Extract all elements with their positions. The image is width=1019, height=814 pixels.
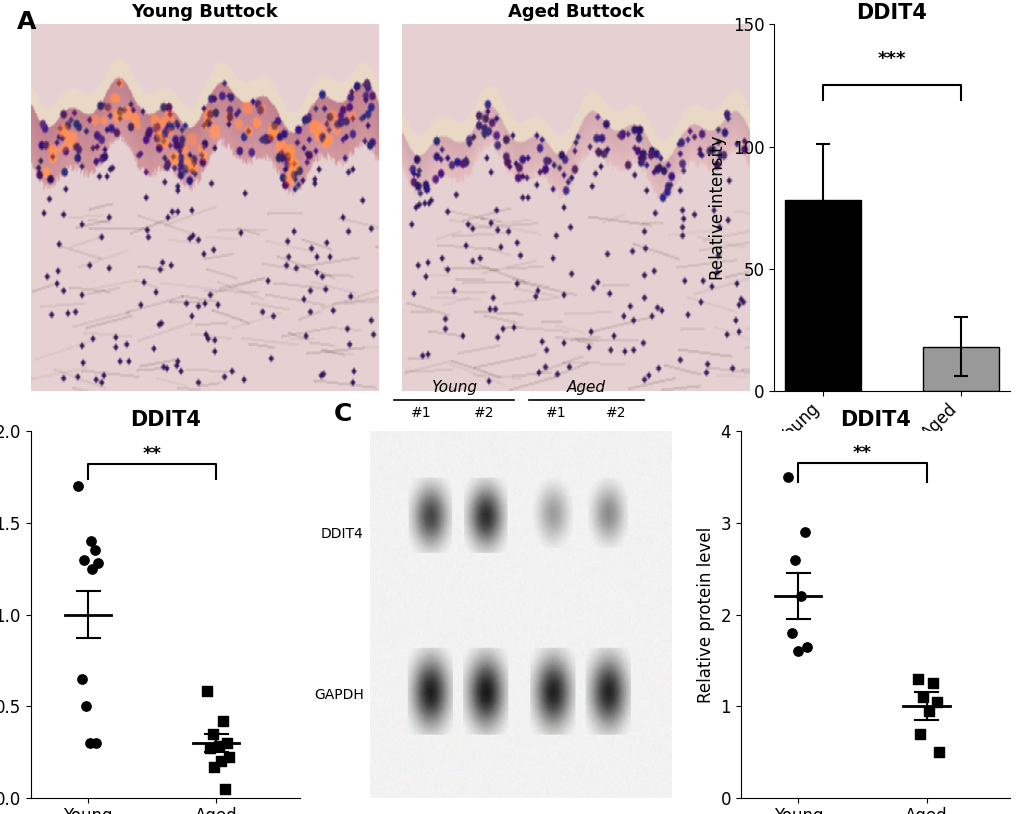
Point xyxy=(87,544,103,557)
Title: DDIT4: DDIT4 xyxy=(129,410,201,430)
Point xyxy=(73,672,90,685)
Point xyxy=(780,470,796,484)
Point xyxy=(83,535,99,548)
Text: #1: #1 xyxy=(545,406,567,420)
Point xyxy=(204,727,220,740)
Title: Aged Buttock: Aged Buttock xyxy=(507,3,644,21)
Point xyxy=(792,589,808,602)
Title: DDIT4: DDIT4 xyxy=(856,3,926,23)
Point xyxy=(202,742,218,755)
Point xyxy=(213,755,229,768)
Point xyxy=(930,746,947,759)
Text: GAPDH: GAPDH xyxy=(314,688,363,702)
Point xyxy=(909,672,925,685)
Point xyxy=(783,627,799,640)
Text: DDIT4: DDIT4 xyxy=(320,527,363,541)
Point xyxy=(790,645,806,658)
Text: #2: #2 xyxy=(605,406,627,420)
Point xyxy=(84,562,100,575)
Point xyxy=(82,736,98,749)
Y-axis label: Relative protein level: Relative protein level xyxy=(696,527,714,702)
Text: Young: Young xyxy=(430,380,477,395)
Text: #2: #2 xyxy=(474,406,494,420)
Point xyxy=(211,740,227,753)
Point xyxy=(206,760,222,773)
Point xyxy=(199,685,215,698)
Title: Young Buttock: Young Buttock xyxy=(130,3,277,21)
Point xyxy=(796,526,812,539)
Text: **: ** xyxy=(143,444,162,462)
Text: #1: #1 xyxy=(410,406,431,420)
Text: C: C xyxy=(333,402,352,426)
Text: Aged: Aged xyxy=(567,380,605,395)
Point xyxy=(91,557,107,570)
Point xyxy=(927,695,944,708)
Point xyxy=(218,736,234,749)
Point xyxy=(214,715,230,728)
Point xyxy=(217,782,233,795)
Point xyxy=(69,480,86,493)
Text: A: A xyxy=(16,10,36,33)
Text: **: ** xyxy=(852,444,871,462)
Bar xyxy=(785,200,860,391)
Y-axis label: Relative intensity: Relative intensity xyxy=(708,135,727,280)
Point xyxy=(88,736,104,749)
Point xyxy=(911,727,927,740)
Title: DDIT4: DDIT4 xyxy=(839,410,910,430)
Point xyxy=(786,554,802,567)
Point xyxy=(920,704,936,717)
Point xyxy=(799,640,815,653)
Bar xyxy=(922,347,999,391)
Point xyxy=(914,690,930,703)
Point xyxy=(76,554,93,567)
Text: ***: *** xyxy=(877,50,906,68)
Point xyxy=(924,676,941,689)
Point xyxy=(77,699,94,713)
Point xyxy=(221,751,237,764)
